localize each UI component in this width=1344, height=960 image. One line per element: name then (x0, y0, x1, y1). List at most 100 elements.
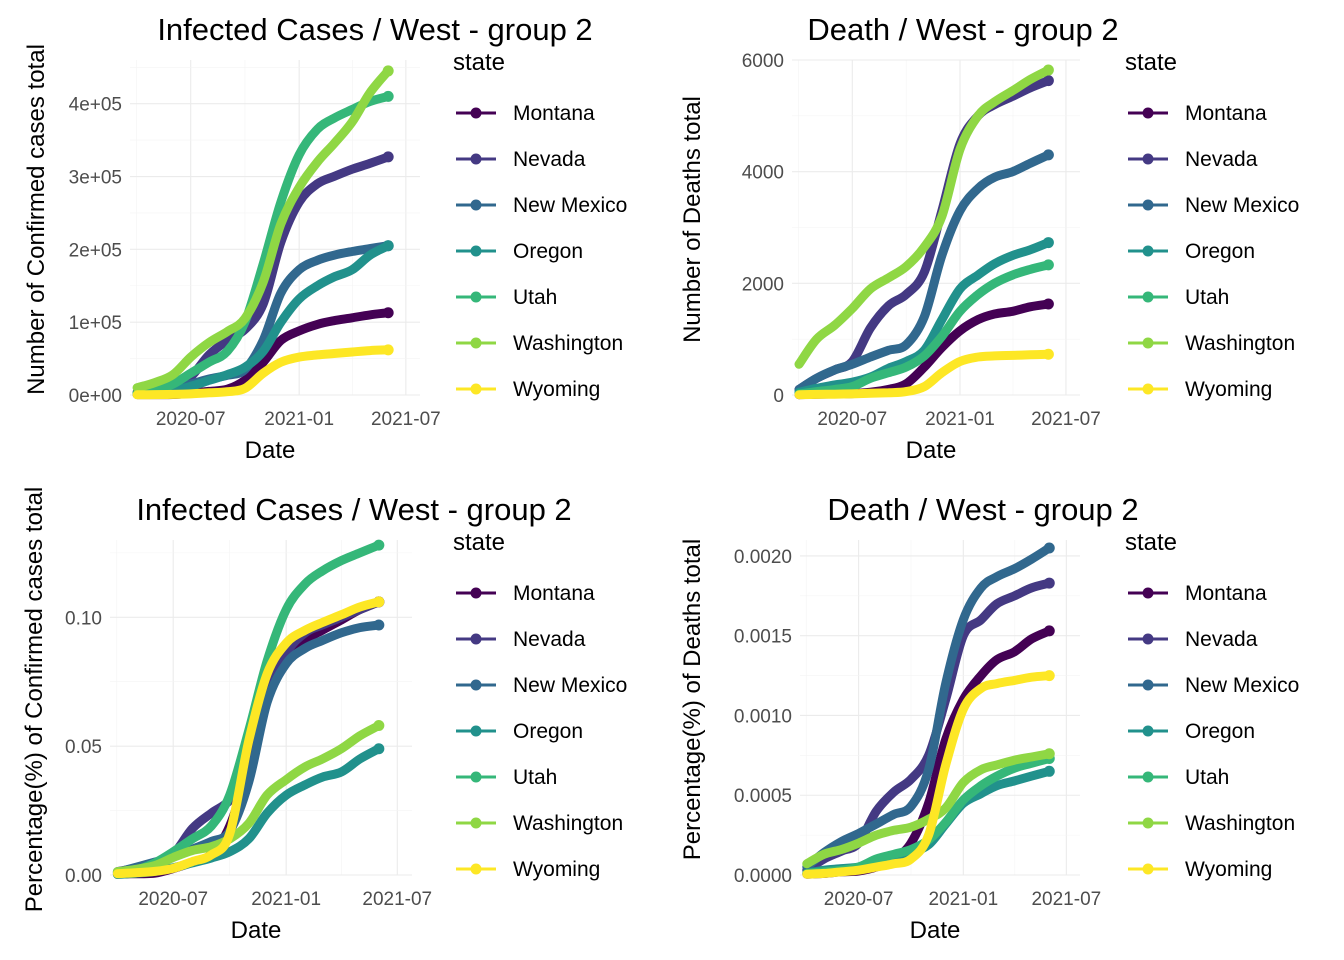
legend-label: Wyoming (1185, 378, 1272, 401)
chart-title: Infected Cases / West - group 2 (157, 12, 592, 47)
series-end-point (382, 65, 394, 77)
legend-label: Utah (1185, 286, 1229, 309)
legend-key-point (470, 771, 482, 783)
x-axis-title: Date (245, 437, 296, 464)
legend-label: Oregon (1185, 720, 1255, 743)
y-axis-title: Number of Confirmed cases total (23, 44, 50, 395)
legend-key-point (470, 337, 482, 349)
y-tick-label: 0e+00 (69, 386, 122, 407)
legend-label: Washington (1185, 812, 1295, 835)
series-end-point (1042, 298, 1054, 310)
legend-key-point (470, 587, 482, 599)
legend-label: Nevada (1185, 148, 1258, 171)
series-group (802, 542, 1055, 879)
x-tick-label: 2021-01 (251, 889, 321, 910)
series-end-point (382, 90, 394, 102)
series-end-point (373, 539, 385, 551)
y-tick-label: 0 (773, 386, 784, 407)
legend-label: Montana (1185, 582, 1267, 605)
y-tick-label: 3e+05 (69, 168, 122, 189)
series-line-washington (794, 65, 1053, 369)
legend-title: state (1125, 529, 1177, 556)
legend-label: Oregon (1185, 240, 1255, 263)
series-end-point (1043, 542, 1055, 554)
series-line-washington (132, 66, 393, 393)
legend-label: Nevada (513, 148, 586, 171)
series-end-point (1043, 670, 1055, 682)
y-tick-label: 4000 (742, 163, 784, 184)
x-axis-title: Date (906, 437, 957, 464)
legend-key-point (1142, 107, 1154, 119)
y-tick-label: 1e+05 (69, 313, 122, 334)
chart-title: Death / West - group 2 (827, 492, 1138, 527)
legend-label: Washington (1185, 332, 1295, 355)
legend-key-point (1142, 725, 1154, 737)
series-line-wyoming (112, 597, 384, 879)
legend-key-point (470, 245, 482, 257)
legend-label: Utah (513, 286, 557, 309)
legend-label: Wyoming (1185, 858, 1272, 881)
chart-panel-1: 2020-07 2021-01 2021-07 0e+00 1e+05 2e+05 3e+0… (23, 12, 627, 464)
series-line-new-mexico (794, 150, 1053, 394)
series-end-point (1042, 149, 1054, 161)
chart-title: Infected Cases / West - group 2 (136, 492, 571, 527)
legend-label: Oregon (513, 720, 583, 743)
legend-key-point (470, 291, 482, 303)
series-end-point (373, 619, 385, 631)
legend-key-point (470, 863, 482, 875)
y-tick-label: 0.0015 (734, 627, 792, 648)
y-tick-label: 0.0020 (734, 547, 792, 568)
series-end-point (1042, 259, 1054, 271)
legend-key-point (1142, 245, 1154, 257)
series-line-washington (112, 721, 384, 877)
x-tick-label: 2020-07 (824, 889, 894, 910)
chart-title: Death / West - group 2 (807, 12, 1118, 47)
legend-title: state (1125, 49, 1177, 76)
y-tick-label: 0.0010 (734, 706, 792, 727)
series-end-point (382, 344, 394, 356)
chart-panel-3: 2020-07 2021-01 2021-07 0.00 0.05 0.10 Infecte… (21, 487, 627, 944)
series-end-point (1042, 75, 1054, 87)
y-tick-label: 2000 (742, 274, 784, 295)
legend-key-point (470, 725, 482, 737)
legend-title: state (453, 529, 505, 556)
y-tick-label: 0.05 (65, 737, 102, 758)
legend-key-point (470, 679, 482, 691)
legend-label: Oregon (513, 240, 583, 263)
y-tick-label: 6000 (742, 51, 784, 72)
legend-key-point (470, 633, 482, 645)
series-group (132, 65, 394, 400)
legend-label: New Mexico (1185, 194, 1299, 217)
legend-key-point (470, 199, 482, 211)
legend: state Montana Nevada New Mexico Oregon Utah Wa… (1125, 529, 1299, 881)
x-tick-label: 2020-07 (156, 409, 226, 430)
series-end-point (373, 596, 385, 608)
series-line-new-mexico (802, 543, 1054, 872)
x-tick-label: 2021-01 (928, 889, 998, 910)
legend-key-point (1142, 863, 1154, 875)
legend-key-point (470, 383, 482, 395)
series-end-point (382, 151, 394, 163)
series-line-oregon (132, 241, 393, 399)
series-line-wyoming (132, 345, 393, 400)
series-end-point (1043, 577, 1055, 589)
y-tick-label: 0.10 (65, 608, 102, 629)
series-group (794, 64, 1054, 400)
legend-label: Montana (513, 102, 595, 125)
x-axis-title: Date (231, 917, 282, 944)
series-line-utah (794, 260, 1053, 399)
series-end-point (382, 307, 394, 319)
legend-label: Utah (1185, 766, 1229, 789)
legend: state Montana Nevada New Mexico Oregon Utah Wa… (453, 529, 627, 881)
legend-label: Washington (513, 812, 623, 835)
legend-key-point (1142, 771, 1154, 783)
y-axis-title: Percentage(%) of Confirmed cases total (21, 487, 48, 913)
x-tick-label: 2020-07 (817, 409, 887, 430)
series-line-wyoming (802, 671, 1054, 879)
x-tick-label: 2021-01 (925, 409, 995, 430)
series-end-point (1043, 765, 1055, 777)
series-line-utah (132, 91, 393, 398)
chart-panel-4: 2020-07 2021-01 2021-07 0.0000 0.0005 0.0010 0… (679, 492, 1299, 944)
y-tick-label: 2e+05 (69, 240, 122, 261)
legend-key-point (470, 153, 482, 165)
